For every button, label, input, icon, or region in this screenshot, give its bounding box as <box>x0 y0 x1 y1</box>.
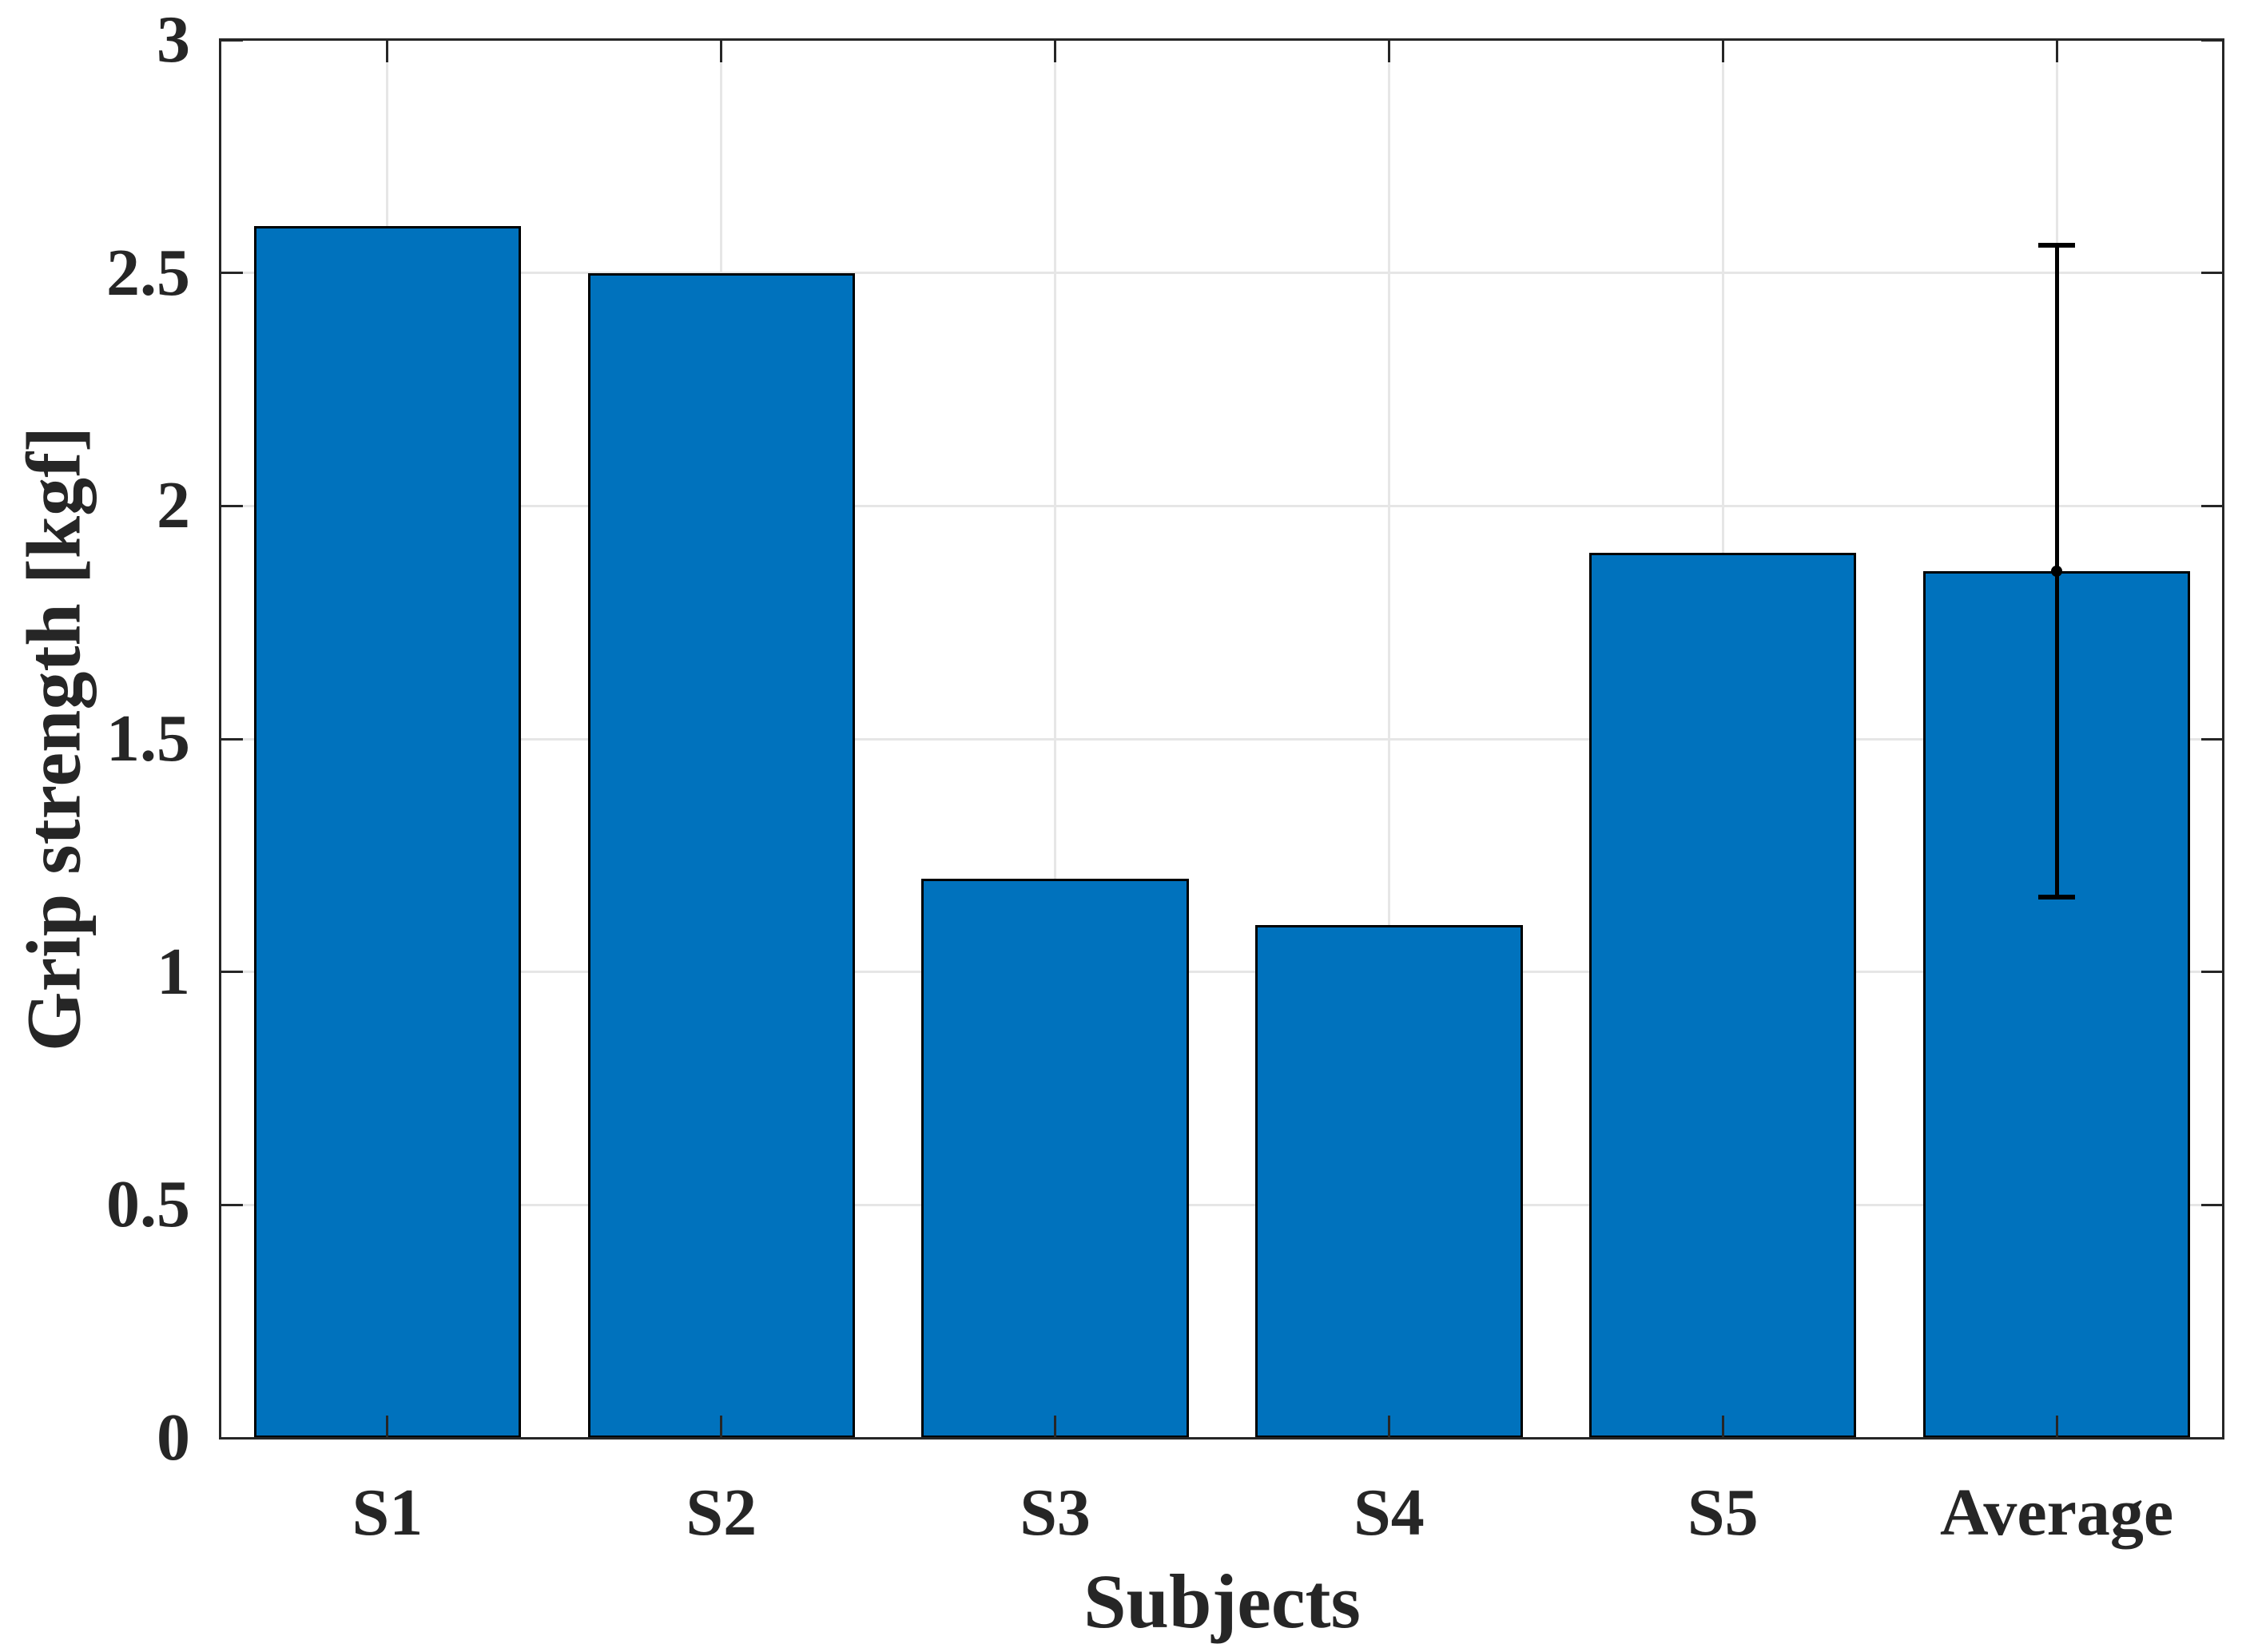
errorbar-mean-marker <box>2051 566 2063 577</box>
x-tick-top-S3 <box>1054 40 1057 62</box>
x-tick-label-Average: Average <box>1939 1475 2174 1550</box>
x-tick-top-S4 <box>1387 40 1390 62</box>
y-tick-label-1.5: 1.5 <box>106 701 190 776</box>
y-tick-right-2.5 <box>2201 272 2224 275</box>
x-tick-label-S5: S5 <box>1687 1475 1759 1550</box>
x-tick-bottom-S5 <box>1721 1416 1724 1438</box>
x-axis-label: Subjects <box>1083 1559 1361 1644</box>
x-tick-label-S1: S1 <box>352 1475 423 1550</box>
y-tick-right-1.5 <box>2201 737 2224 741</box>
y-tick-right-0.5 <box>2201 1203 2224 1206</box>
x-tick-top-S2 <box>720 40 723 62</box>
x-tick-bottom-S2 <box>720 1416 723 1438</box>
x-tick-label-S3: S3 <box>1020 1475 1091 1550</box>
y-tick-right-2 <box>2201 504 2224 507</box>
y-gridline-1.5 <box>221 737 2224 741</box>
y-tick-left-2 <box>221 504 243 507</box>
y-tick-left-3 <box>221 38 243 42</box>
y-gridline-0.5 <box>221 1203 2224 1206</box>
x-tick-label-S4: S4 <box>1354 1475 1425 1550</box>
y-tick-right-0 <box>2201 1436 2224 1440</box>
x-tick-top-S5 <box>1721 40 1724 62</box>
bar-S5 <box>1589 552 1857 1438</box>
x-tick-top-S1 <box>386 40 389 62</box>
y-tick-label-0: 0 <box>157 1400 190 1475</box>
y-tick-left-1 <box>221 971 243 974</box>
y-tick-left-1.5 <box>221 737 243 741</box>
plot-area <box>221 38 2224 1440</box>
y-tick-left-2.5 <box>221 272 243 275</box>
bar-S2 <box>587 272 855 1438</box>
x-tick-bottom-Average <box>2055 1416 2058 1438</box>
y-tick-label-1: 1 <box>157 934 190 1009</box>
x-tick-top-Average <box>2055 40 2058 62</box>
y-tick-left-0 <box>221 1436 243 1440</box>
y-gridline-1 <box>221 971 2224 974</box>
y-tick-right-1 <box>2201 971 2224 974</box>
y-tick-left-0.5 <box>221 1203 243 1206</box>
bar-S3 <box>921 879 1189 1438</box>
y-tick-label-3: 3 <box>157 2 190 77</box>
x-tick-label-S2: S2 <box>686 1475 757 1550</box>
bar-S4 <box>1255 925 1523 1438</box>
y-gridline-2 <box>221 504 2224 507</box>
y-gridline-2.5 <box>221 272 2224 275</box>
x-tick-bottom-S1 <box>386 1416 389 1438</box>
bar-S1 <box>253 226 522 1438</box>
x-gridline-S3 <box>1054 40 1057 1438</box>
y-tick-label-0.5: 0.5 <box>106 1167 190 1242</box>
x-gridline-S4 <box>1387 40 1390 1438</box>
x-tick-bottom-S3 <box>1054 1416 1057 1438</box>
y-tick-right-3 <box>2201 38 2224 42</box>
errorbar-cap-bottom <box>2038 895 2076 900</box>
x-tick-bottom-S4 <box>1387 1416 1390 1438</box>
y-tick-label-2: 2 <box>157 468 190 543</box>
errorbar-cap-top <box>2038 242 2076 248</box>
y-tick-label-2.5: 2.5 <box>106 235 190 310</box>
